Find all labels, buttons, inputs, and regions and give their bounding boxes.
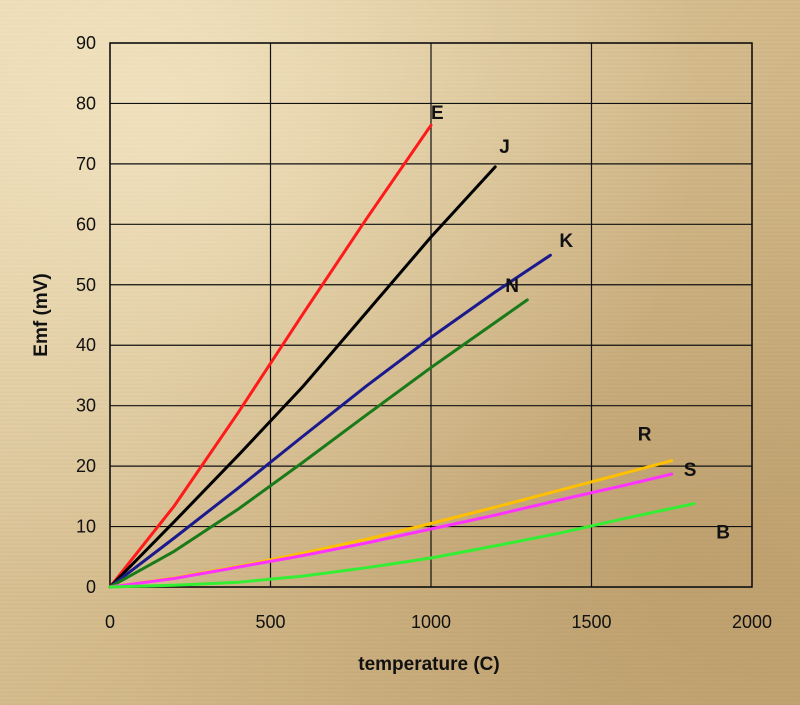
y-tick-label: 60 xyxy=(76,214,96,234)
x-tick-label: 2000 xyxy=(732,612,772,632)
x-axis-ticks: 0 500 1000 1500 2000 xyxy=(105,612,772,632)
x-tick-label: 500 xyxy=(255,612,285,632)
x-axis-title: temperature (C) xyxy=(358,654,499,675)
series-lines xyxy=(108,123,696,589)
series-line-B xyxy=(108,502,696,589)
series-line-N xyxy=(108,298,529,589)
y-tick-label: 40 xyxy=(76,335,96,355)
x-tick-label: 0 xyxy=(105,612,115,632)
y-tick-label: 30 xyxy=(76,396,96,416)
series-label-E: E xyxy=(431,103,444,124)
series-label-J: J xyxy=(499,137,510,158)
y-axis-title: Emf (mV) xyxy=(31,273,52,356)
series-label-K: K xyxy=(559,231,573,252)
y-tick-label: 10 xyxy=(76,517,96,537)
plot-area-frame xyxy=(109,42,753,588)
y-tick-label: 0 xyxy=(86,577,96,597)
y-tick-label: 70 xyxy=(76,154,96,174)
y-tick-label: 90 xyxy=(76,33,96,53)
x-tick-label: 1500 xyxy=(571,612,611,632)
series-line-S xyxy=(108,472,674,589)
x-tick-label: 1000 xyxy=(411,612,451,632)
series-label-B: B xyxy=(716,523,730,544)
series-line-E xyxy=(108,123,433,589)
y-tick-label: 50 xyxy=(76,275,96,295)
y-axis-ticks: 0 10 20 30 40 50 60 70 80 90 xyxy=(76,33,96,597)
y-tick-label: 20 xyxy=(76,456,96,476)
series-line-J xyxy=(108,165,497,589)
series-label-R: R xyxy=(638,425,652,446)
y-tick-label: 80 xyxy=(76,93,96,113)
series-line-K xyxy=(108,253,552,589)
series-label-S: S xyxy=(684,460,697,481)
series-labels: E J K N R S B xyxy=(431,103,730,543)
series-label-N: N xyxy=(505,276,519,297)
